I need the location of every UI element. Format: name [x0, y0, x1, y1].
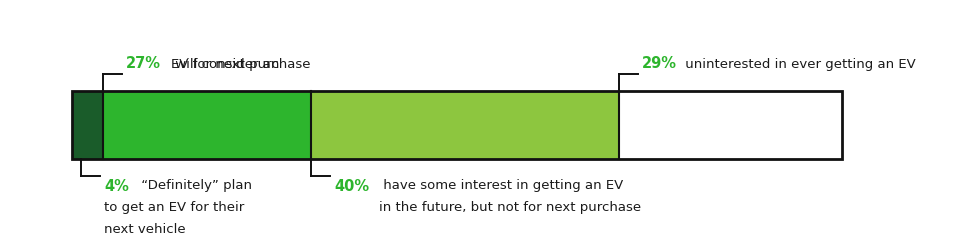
Text: uninterested in ever getting an EV: uninterested in ever getting an EV — [681, 58, 916, 71]
Bar — [72, 91, 103, 159]
Bar — [311, 91, 618, 159]
Bar — [618, 91, 842, 159]
Text: next vehicle: next vehicle — [104, 223, 185, 236]
Bar — [103, 91, 311, 159]
Text: 40%: 40% — [334, 179, 369, 194]
Bar — [72, 91, 842, 159]
Text: to get an EV for their: to get an EV for their — [104, 201, 244, 214]
Text: 4%: 4% — [104, 179, 129, 194]
Text: 27%: 27% — [126, 56, 161, 71]
Text: EV for next purchase: EV for next purchase — [171, 43, 311, 71]
Text: in the future, but not for next purchase: in the future, but not for next purchase — [379, 201, 641, 214]
Text: “Definitely” plan: “Definitely” plan — [137, 179, 252, 192]
Text: have some interest in getting an EV: have some interest in getting an EV — [379, 179, 623, 192]
Text: 29%: 29% — [642, 56, 677, 71]
Text: will consider an: will consider an — [171, 58, 279, 71]
